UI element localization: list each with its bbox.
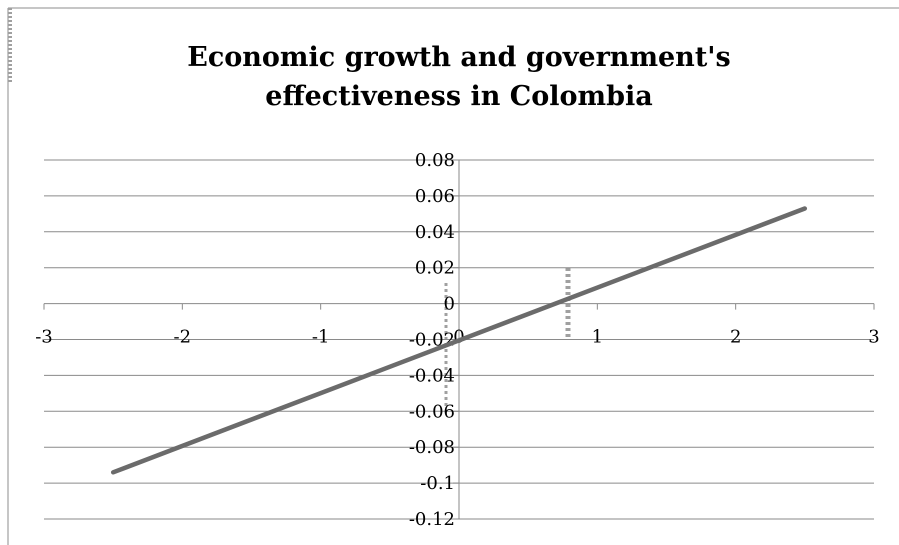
y-tick-label: 0.08 [415, 150, 455, 171]
y-tick-label: 0.06 [415, 186, 455, 207]
x-tick-label: 1 [592, 327, 603, 348]
y-tick-label: -0.1 [420, 473, 455, 494]
x-tick-label: -1 [312, 327, 330, 348]
y-tick-label: 0.02 [415, 258, 455, 279]
y-tick-label: -0.04 [409, 365, 455, 386]
x-tick-labels: -3 -2 -1 0 1 2 3 [35, 327, 880, 348]
x-tick-label: -3 [35, 327, 53, 348]
x-tick-label: 2 [730, 327, 741, 348]
x-tick-label: 3 [868, 327, 879, 348]
x-tick-label: -2 [174, 327, 192, 348]
series-line [110, 206, 808, 475]
y-tick-label: 0.04 [415, 222, 455, 243]
y-tick-labels: 0.08 0.06 0.04 0.02 0 -0.02 -0.04 -0.06 -0.08 -0.… [409, 150, 455, 530]
y-tick-label: -0.02 [409, 330, 455, 351]
series-layer [110, 206, 808, 475]
x-tick-label: 0 [453, 327, 464, 348]
chart-title-line-1: Economic growth and government's [187, 42, 731, 73]
chart-title-line-2: effectiveness in Colombia [265, 81, 652, 112]
y-tick-label: -0.06 [409, 401, 455, 422]
y-tick-label: 0 [444, 294, 455, 315]
y-tick-label: -0.12 [409, 509, 455, 530]
y-tick-label: -0.08 [409, 437, 455, 458]
